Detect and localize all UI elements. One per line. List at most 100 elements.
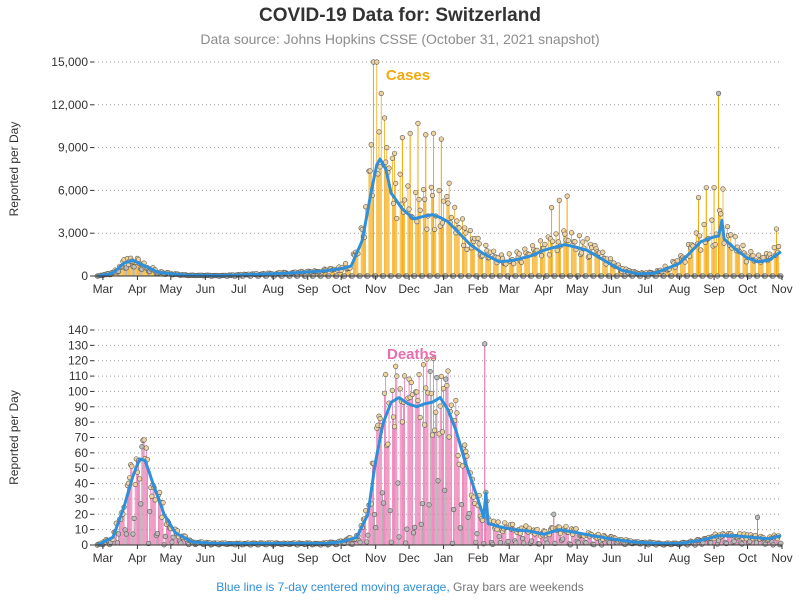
deaths-point [387,507,393,514]
cases-bar [340,270,342,276]
cases-bar [675,264,677,276]
deaths-ytick-label: 10 [75,523,89,537]
deaths-point [391,424,398,430]
cases-bar [357,253,359,276]
deaths-bar [427,392,429,545]
deaths-xtick-label: Dec [398,551,419,565]
cases-bar [140,268,142,276]
deaths-bar [383,503,384,545]
cases-bar [595,248,597,276]
deaths-bar [571,528,572,545]
cases-bar [473,241,475,276]
deaths-bar [433,358,434,545]
cases-point [406,206,412,212]
cases-point [776,243,782,250]
cases-bar [412,217,413,276]
cases-point [607,256,614,262]
cases-xtick-label: Aug [669,282,690,296]
deaths-bar [527,532,529,545]
cases-bar [134,262,136,276]
cases-bar [614,266,616,276]
deaths-bar [404,375,405,545]
cases-xtick-label: Aug [263,282,284,296]
cases-bar [427,215,429,276]
deaths-bar [738,536,739,545]
deaths-bar [416,391,418,545]
cases-bar [703,224,705,276]
deaths-point [427,368,433,375]
deaths-bar [419,417,421,545]
deaths-point [170,534,176,540]
deaths-bar [407,398,409,545]
deaths-point [422,422,428,428]
deaths-point [410,530,417,536]
cases-bar [613,262,615,276]
deaths-bar [436,377,438,545]
deaths-point [393,363,399,369]
cases-bar [674,267,676,276]
deaths-bar [169,527,171,545]
deaths-bar [364,518,365,545]
cases-bar [737,247,738,276]
deaths-point [412,524,418,530]
cases-bar [442,222,443,276]
deaths-bar [168,522,169,545]
deaths-bar [397,482,399,545]
cases-bar [690,247,692,276]
cases-bar [448,183,450,276]
cases-point [416,196,422,203]
deaths-bar [590,533,591,545]
deaths-point [114,540,120,546]
deaths-bar [401,421,403,545]
cases-bar [597,253,599,276]
cases-bar [535,250,537,276]
cases-bar [447,203,449,276]
deaths-bar [155,535,157,545]
deaths-xtick-label: Nov [365,551,386,565]
deaths-bar [142,440,144,545]
cases-point [428,184,434,190]
deaths-bar [448,436,450,545]
deaths-bar [369,504,371,545]
deaths-point [457,525,463,531]
cases-bar [567,240,569,276]
cases-bar [394,153,395,276]
deaths-point [424,356,430,362]
cases-point [384,145,390,151]
deaths-bar [152,485,154,545]
cases-point [748,248,754,255]
cases-bar [368,171,370,276]
cases-bar [410,216,412,276]
chart-title: COVID-19 Data for: Switzerland [259,5,541,26]
deaths-point [448,402,454,408]
deaths-point [551,511,557,517]
deaths-bar [408,379,410,545]
deaths-xtick-label: Nov [771,551,792,565]
cases-bar [446,196,448,276]
cases-ytick-label: 15,000 [51,55,88,69]
cases-bar [380,93,382,277]
deaths-bar [573,529,575,545]
cases-bar [768,256,770,276]
deaths-bar [386,445,388,545]
deaths-bar [128,483,129,545]
deaths-point [502,520,508,526]
cases-bar [590,244,591,276]
deaths-point [455,453,461,459]
cases-bar [503,262,505,276]
deaths-bar [406,529,408,545]
cases-point [393,180,399,186]
cases-bar [743,252,745,276]
deaths-bar [414,527,416,545]
deaths-bar [159,492,161,545]
deaths-point [408,379,414,386]
deaths-bar [444,490,446,545]
cases-bar [430,187,432,276]
deaths-point [429,432,436,438]
cases-point [712,242,718,248]
cases-point [576,232,582,239]
deaths-bar [551,527,552,545]
deaths-bar [132,534,134,545]
cases-bar [527,254,529,276]
cases-bar [471,247,472,276]
